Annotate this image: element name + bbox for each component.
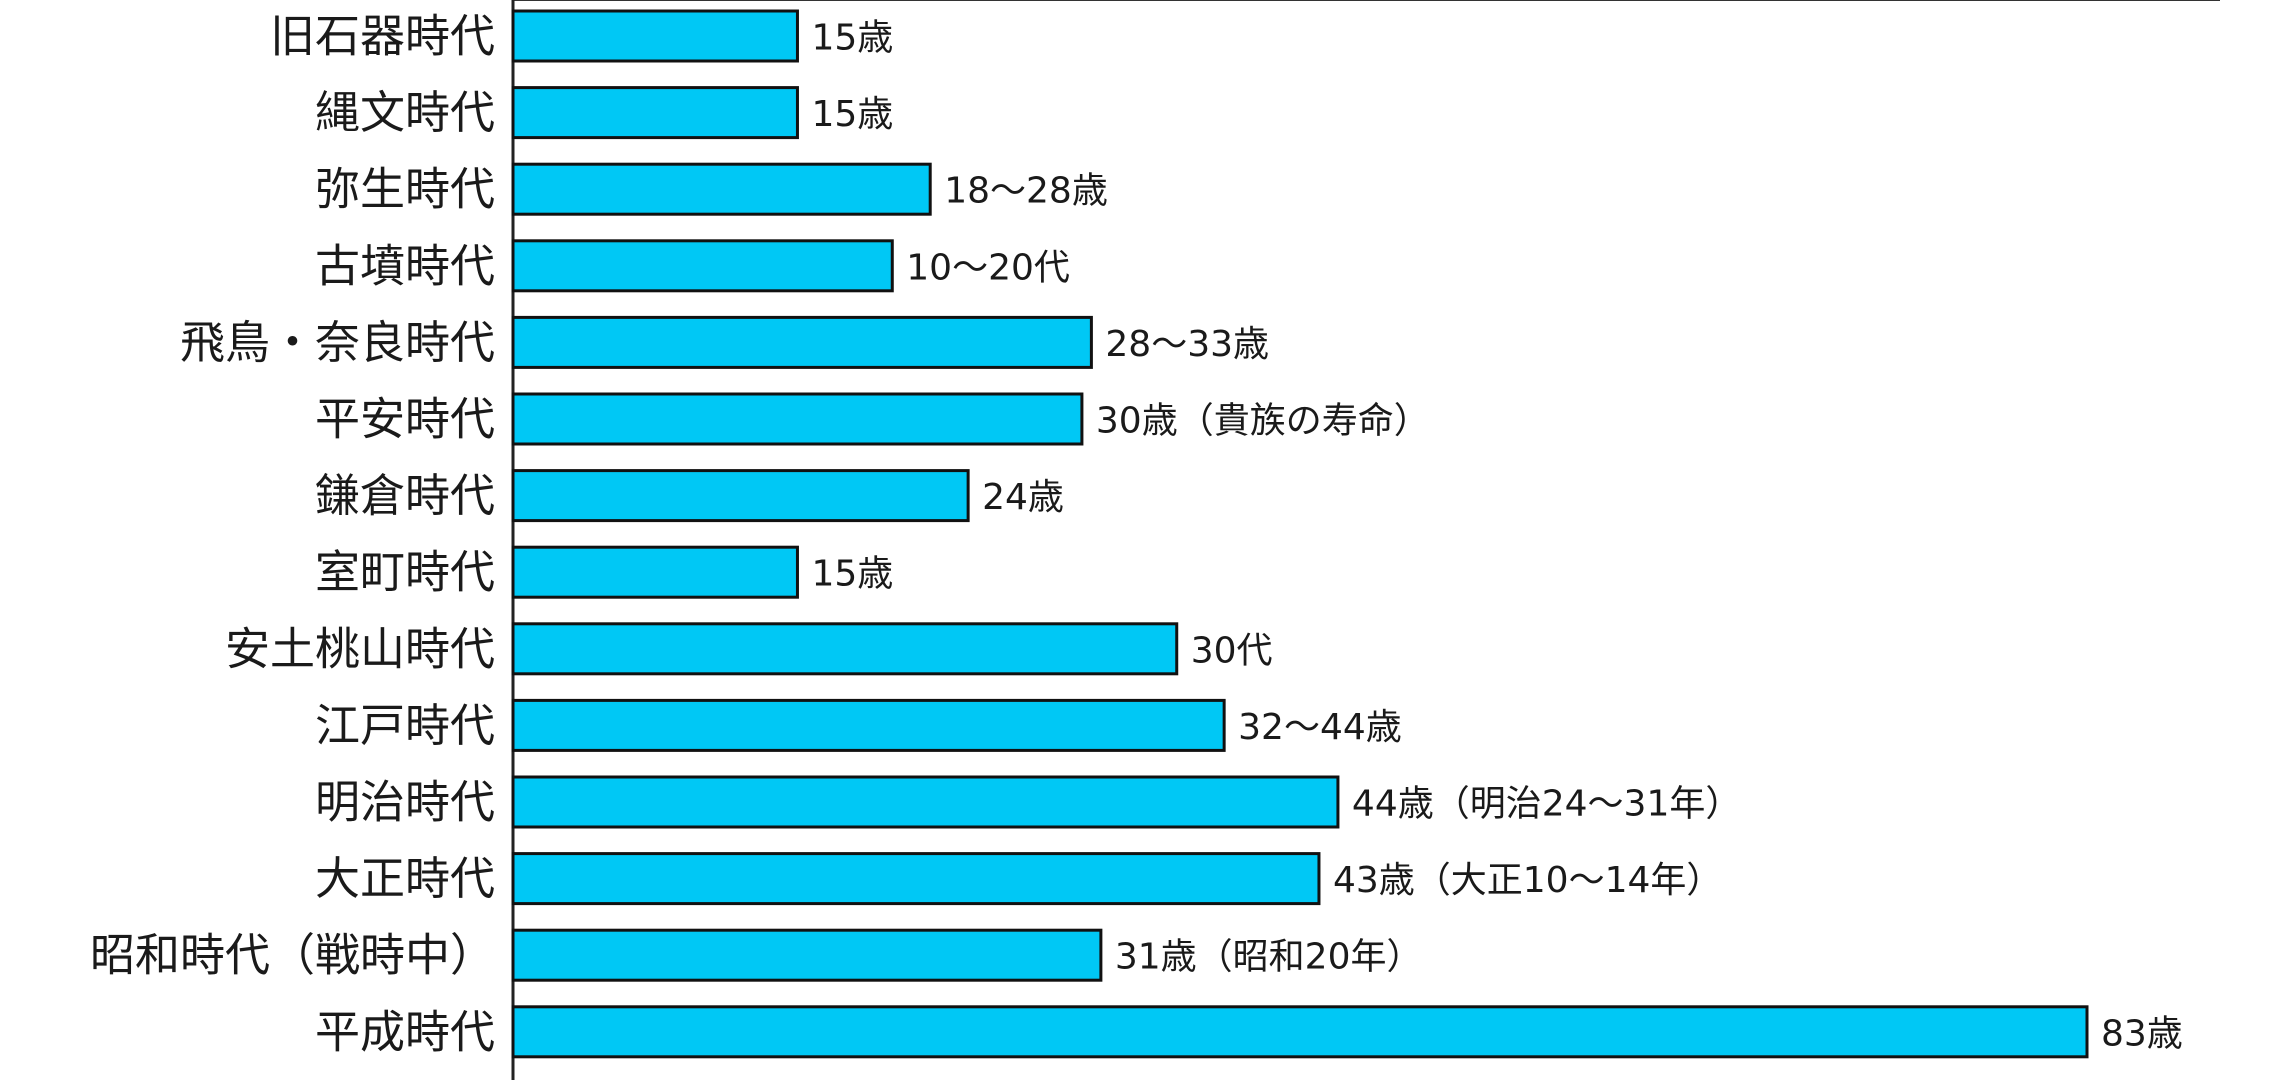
- bars-group: [511, 9, 2089, 1059]
- category-label: 縄文時代: [315, 86, 495, 139]
- data-label: 28〜33歳: [1105, 324, 1269, 365]
- data-label: 15歳: [811, 18, 893, 59]
- bar: [511, 239, 894, 293]
- category-label: 古墳時代: [315, 239, 495, 292]
- category-label: 飛鳥・奈良時代: [180, 316, 495, 369]
- category-label: 江戸時代: [315, 699, 495, 752]
- bar: [511, 852, 1321, 906]
- data-label: 44歳（明治24〜31年）: [1352, 784, 1741, 825]
- bar: [511, 775, 1340, 829]
- data-label: 18〜28歳: [944, 171, 1108, 212]
- data-labels-group: 15歳 15歳 18〜28歳 10〜20代 28〜33歳 30歳（貴族の寿命） 24歳 15歳…: [811, 18, 2182, 1055]
- category-label: 平成時代: [315, 1005, 495, 1058]
- data-label: 83歳: [2101, 1013, 2183, 1054]
- data-label: 10〜20代: [906, 247, 1070, 288]
- bar: [511, 928, 1103, 982]
- bar: [511, 622, 1179, 676]
- category-label: 安土桃山時代: [225, 622, 495, 675]
- data-label: 30歳（貴族の寿命）: [1096, 401, 1430, 442]
- data-label: 43歳（大正10〜14年）: [1333, 860, 1722, 901]
- category-label: 旧石器時代: [270, 10, 495, 63]
- category-label: 弥生時代: [315, 163, 495, 216]
- bar: [511, 545, 799, 599]
- category-labels-group: 旧石器時代縄文時代弥生時代古墳時代飛鳥・奈良時代平安時代鎌倉時代室町時代安土桃山…: [90, 10, 495, 1059]
- category-label: 大正時代: [315, 852, 495, 905]
- category-label: 室町時代: [315, 546, 495, 599]
- category-label: 平安時代: [315, 393, 495, 446]
- bar: [511, 9, 799, 63]
- category-label: 昭和時代（戦時中）: [90, 929, 495, 982]
- data-label: 15歳: [811, 554, 893, 595]
- data-label: 31歳（昭和20年）: [1115, 937, 1423, 978]
- bar: [511, 315, 1093, 369]
- category-label: 鎌倉時代: [315, 469, 495, 522]
- data-label: 30代: [1191, 630, 1273, 671]
- bar: [511, 698, 1226, 752]
- bar: [511, 392, 1084, 446]
- bar: [511, 469, 970, 523]
- bar: [511, 162, 932, 216]
- data-label: 24歳: [982, 477, 1064, 518]
- bar: [511, 1005, 2089, 1059]
- category-label: 明治時代: [315, 776, 495, 829]
- data-label: 32〜44歳: [1238, 707, 1402, 748]
- bar: [511, 86, 799, 140]
- data-label: 15歳: [811, 94, 893, 135]
